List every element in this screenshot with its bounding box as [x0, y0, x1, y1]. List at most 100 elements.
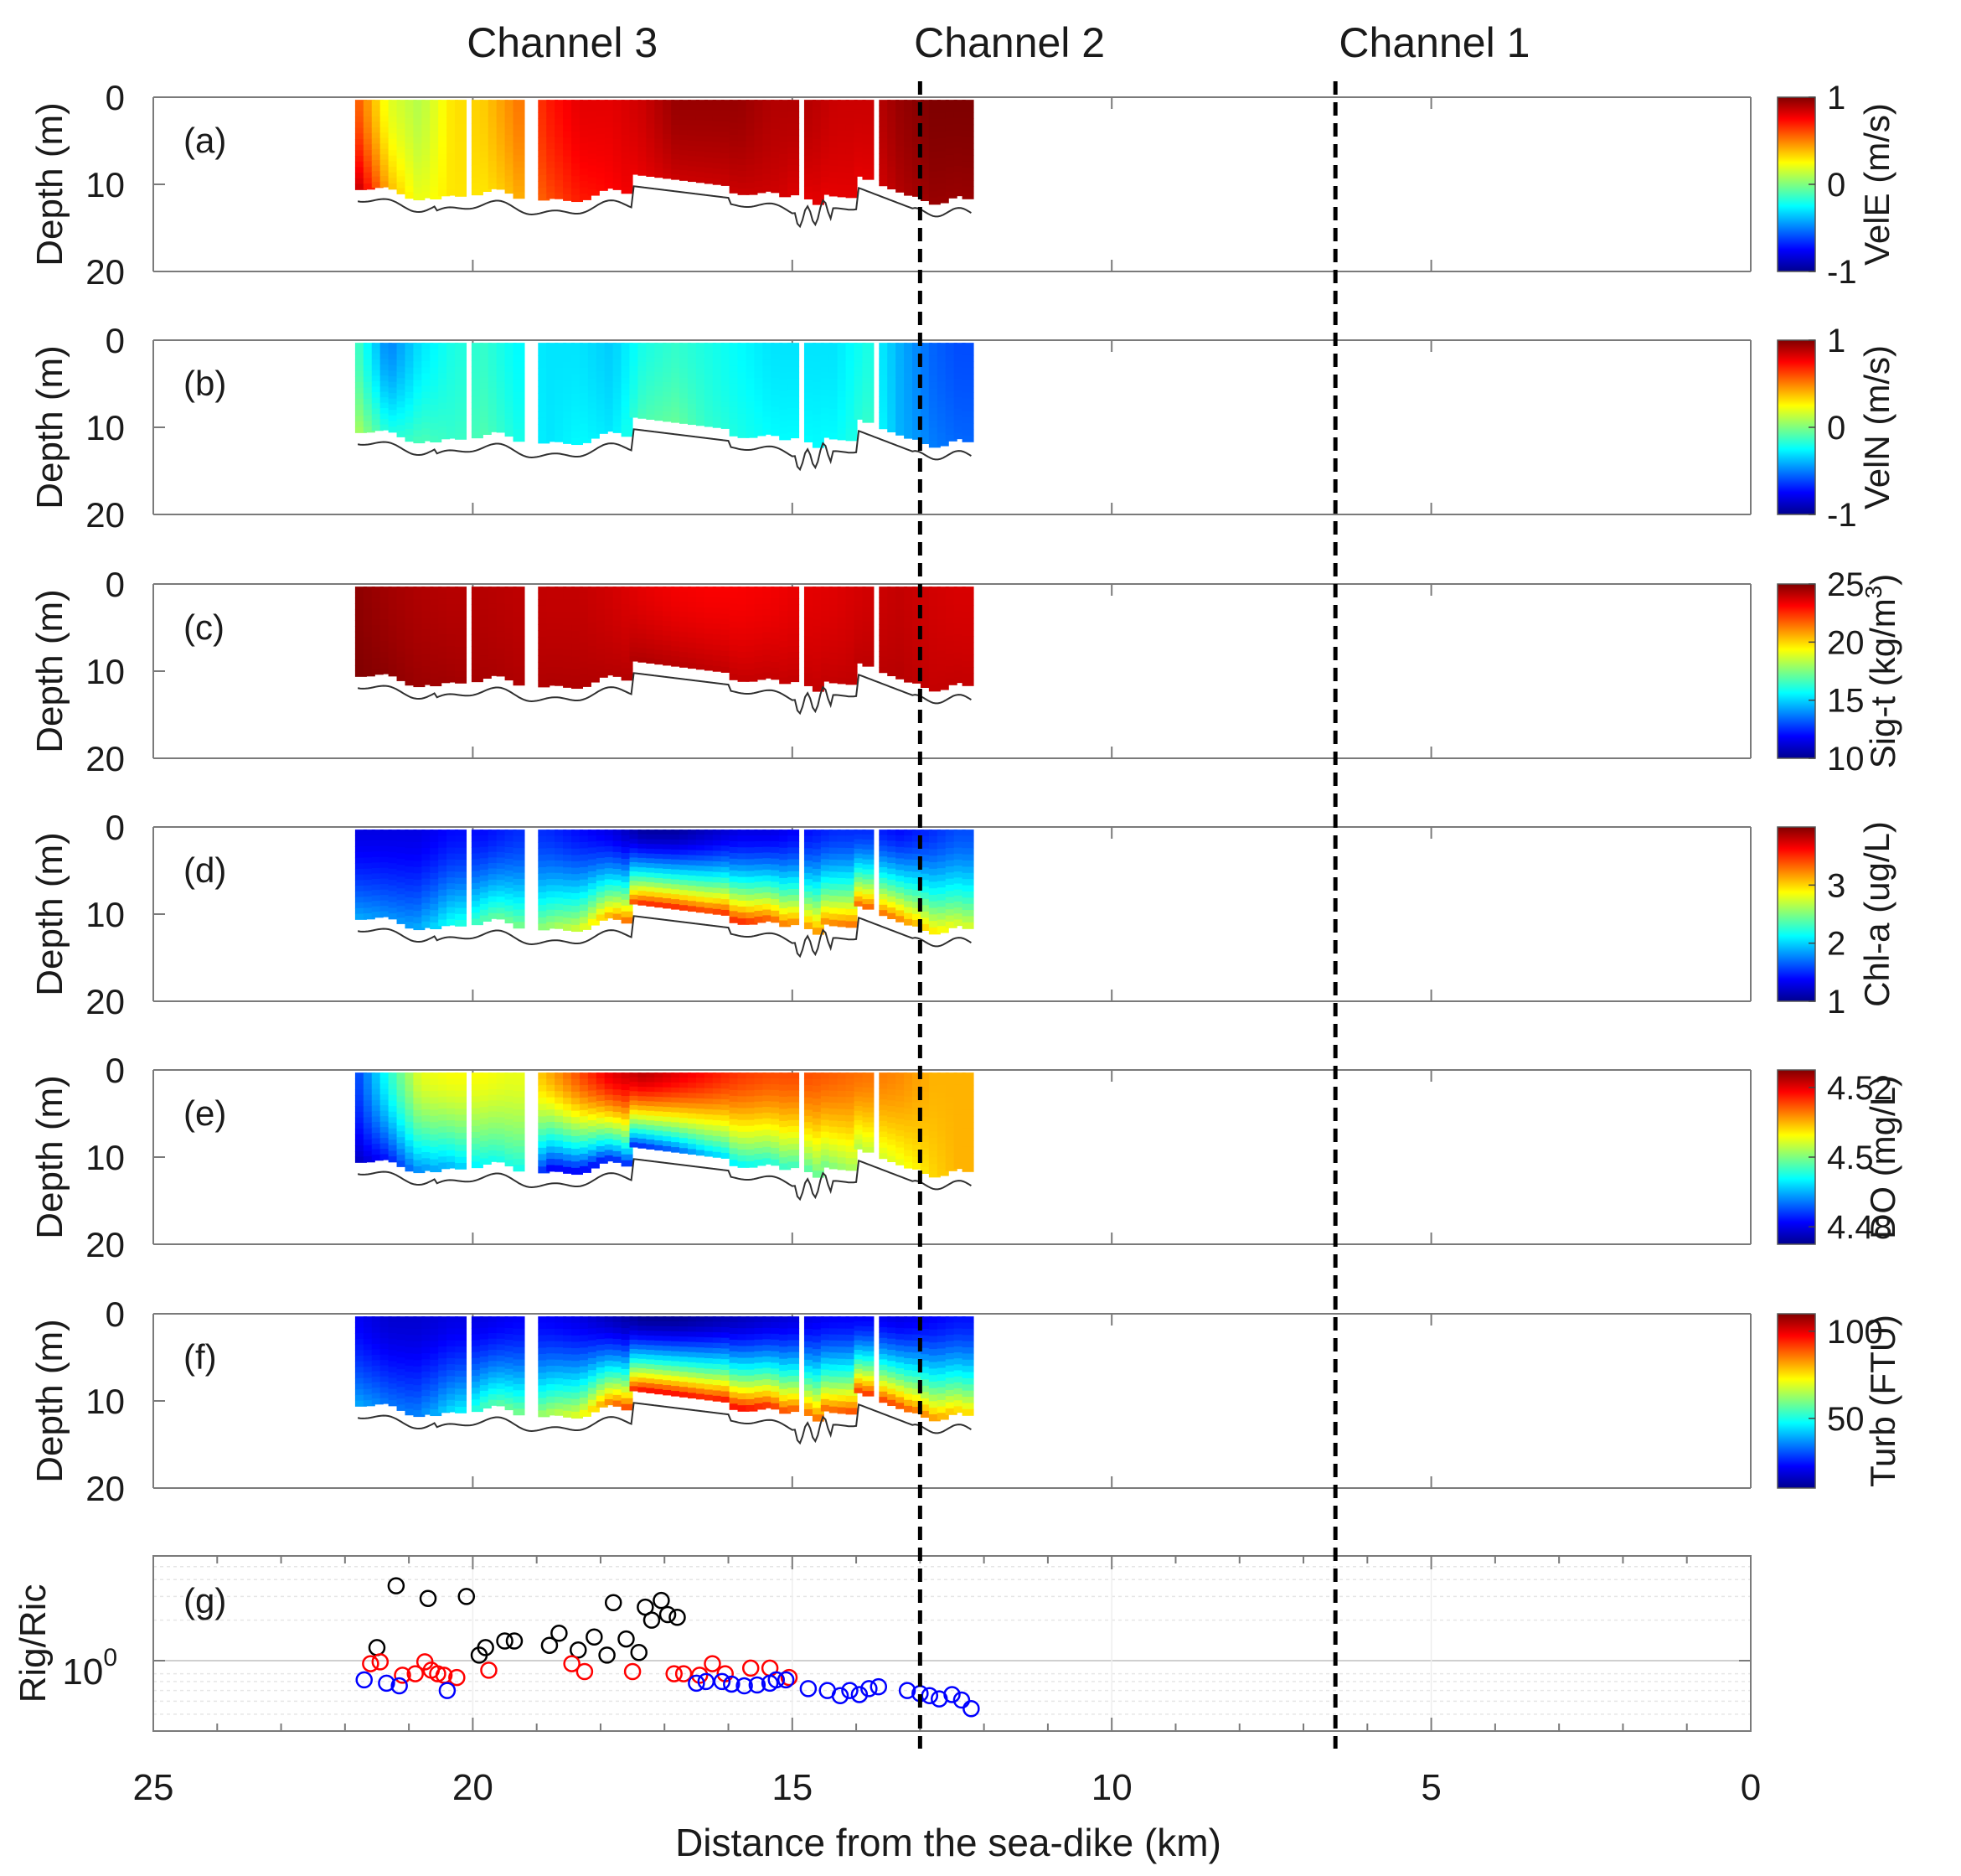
heatmap-cell: [654, 625, 667, 631]
heatmap-cell: [746, 188, 758, 195]
heatmap-cell: [887, 840, 900, 847]
heatmap-cell: [729, 401, 741, 408]
heatmap-cell: [828, 409, 841, 416]
heatmap-cell: [887, 874, 900, 881]
heatmap-cell: [455, 189, 467, 197]
heatmap-cell: [720, 380, 733, 386]
heatmap-cell: [446, 835, 459, 842]
heatmap-cell: [904, 165, 916, 173]
heatmap-cell: [388, 121, 400, 129]
heatmap-cell: [787, 592, 800, 599]
heatmap-cell: [820, 663, 833, 670]
heatmap-cell: [746, 390, 758, 397]
heatmap-cell: [787, 882, 800, 890]
heatmap-cell: [413, 835, 426, 843]
heatmap-cell: [729, 852, 741, 860]
heatmap-cell: [762, 134, 775, 141]
heatmap-cell: [671, 646, 684, 652]
heatmap-cell: [430, 598, 442, 606]
heatmap-cell: [862, 129, 875, 136]
heatmap-cell: [546, 635, 559, 643]
heatmap-cell: [712, 343, 725, 349]
heatmap-column: [513, 587, 525, 686]
heatmap-cell: [371, 895, 384, 902]
heatmap-cell: [879, 385, 891, 392]
heatmap-cell: [920, 125, 932, 132]
heatmap-cell: [455, 354, 467, 362]
heatmap-column: [812, 343, 824, 448]
heatmap-cell: [720, 909, 733, 916]
heatmap-cell: [446, 189, 459, 196]
heatmap-cell: [546, 148, 559, 156]
heatmap-cell: [787, 835, 800, 842]
heatmap-cell: [862, 392, 875, 398]
heatmap-column: [704, 829, 716, 914]
heatmap-cell: [845, 130, 858, 137]
heatmap-column: [803, 100, 816, 199]
heatmap-cell: [787, 106, 800, 112]
heatmap-cell: [496, 398, 508, 406]
heatmap-cell: [388, 608, 400, 616]
heatmap-cell: [663, 655, 675, 661]
heatmap-cell: [388, 1078, 400, 1085]
heatmap-cell: [413, 923, 426, 931]
heatmap-cell: [563, 424, 575, 432]
heatmap-cell: [803, 411, 816, 418]
heatmap-cell: [496, 868, 508, 876]
heatmap-cell: [895, 627, 908, 633]
heatmap-cell: [413, 417, 426, 425]
heatmap-cell: [612, 625, 625, 633]
heatmap-cell: [862, 124, 875, 131]
heatmap-cell: [413, 904, 426, 912]
heatmap-cell: [513, 385, 525, 393]
heatmap-cell: [746, 622, 758, 629]
heatmap-cell: [621, 638, 633, 646]
heatmap-cell: [430, 367, 442, 375]
heatmap-cell: [496, 155, 508, 163]
heatmap-cell: [621, 829, 633, 836]
heatmap-cell: [879, 375, 891, 381]
heatmap-cell: [413, 137, 426, 144]
heatmap-column: [945, 100, 957, 199]
heatmap: [354, 343, 974, 448]
heatmap-cell: [604, 348, 617, 354]
heatmap-cell: [646, 591, 658, 597]
heatmap-cell: [737, 106, 750, 112]
heatmap-cell: [729, 365, 741, 373]
heatmap-cell: [612, 116, 625, 123]
heatmap-cell: [904, 360, 916, 368]
heatmap-cell: [879, 656, 891, 663]
heatmap-cell: [687, 597, 699, 602]
heatmap-cell: [820, 141, 833, 148]
heatmap-cell: [363, 1100, 375, 1107]
heatmap-cell: [513, 878, 525, 886]
heatmap-cell: [488, 669, 500, 676]
heatmap-cell: [488, 603, 500, 610]
heatmap-cell: [937, 606, 949, 613]
heatmap-cell: [962, 111, 974, 119]
heatmap-cell: [820, 829, 833, 836]
heatmap-cell: [737, 876, 750, 884]
heatmap-cell: [612, 857, 625, 864]
heatmap-cell: [471, 141, 483, 148]
heatmap-cell: [962, 648, 974, 655]
heatmap-cell: [413, 1097, 426, 1105]
heatmap-cell: [854, 385, 866, 391]
heatmap-cell: [596, 897, 608, 904]
heatmap-cell: [671, 844, 684, 850]
heatmap-cell: [637, 395, 650, 401]
heatmap-cell: [396, 1155, 409, 1161]
heatmap-cell: [928, 165, 941, 173]
heatmap-cell: [513, 380, 525, 387]
heatmap-cell: [563, 605, 575, 612]
heatmap-cell: [920, 624, 932, 632]
heatmap-cell: [695, 136, 708, 142]
heatmap-cell: [937, 362, 949, 370]
heatmap-cell: [720, 121, 733, 127]
heatmap-cell: [687, 855, 699, 861]
heatmap-cell: [729, 627, 741, 634]
heatmap-cell: [413, 149, 426, 157]
heatmap-cell: [421, 367, 434, 375]
heatmap-cell: [621, 662, 633, 669]
heatmap-cell: [504, 644, 517, 652]
